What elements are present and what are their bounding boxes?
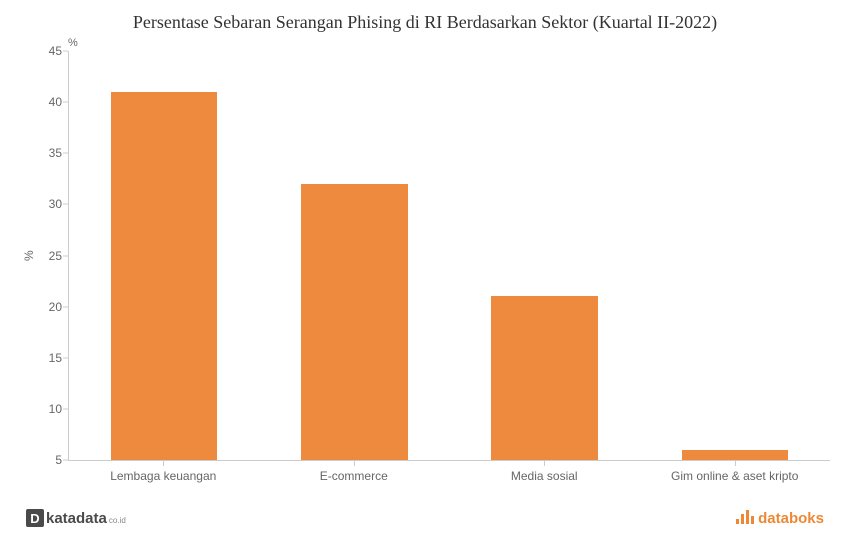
bar-slot — [640, 51, 830, 460]
y-unit-label: % — [68, 37, 830, 49]
x-tick-label: Lembaga keuangan — [68, 461, 259, 483]
y-tick-label: 35 — [49, 146, 62, 160]
footer: D katadata co.id databoks — [20, 509, 830, 527]
y-tick-label: 40 — [49, 95, 62, 109]
katadata-d-icon: D — [26, 509, 44, 527]
y-tick-label: 20 — [49, 300, 62, 314]
y-axis-label: % — [20, 51, 38, 460]
bar-slot — [259, 51, 449, 460]
y-tick-label: 30 — [49, 197, 62, 211]
y-tick-label: 25 — [49, 249, 62, 263]
databoks-bars-icon — [736, 510, 754, 526]
databoks-logo: databoks — [736, 510, 824, 527]
x-tick-label: Media sosial — [449, 461, 640, 483]
databoks-text: databoks — [758, 510, 824, 527]
y-tick-label: 5 — [55, 453, 62, 467]
katadata-logo: D katadata co.id — [26, 509, 126, 527]
bar — [491, 296, 598, 460]
x-tick-label: E-commerce — [259, 461, 450, 483]
y-axis: 51015202530354045 — [38, 51, 68, 460]
bar-slot — [450, 51, 640, 460]
katadata-text: katadata — [46, 510, 107, 527]
chart-container: Persentase Sebaran Serangan Phising di R… — [0, 0, 850, 545]
plot-area: % 51015202530354045 — [20, 51, 830, 460]
plot — [68, 51, 830, 460]
bar — [682, 450, 789, 460]
x-tick-label: Gim online & aset kripto — [640, 461, 831, 483]
x-axis: Lembaga keuanganE-commerceMedia sosialGi… — [68, 460, 830, 483]
katadata-suffix: co.id — [109, 516, 126, 525]
bar — [111, 92, 218, 460]
chart-title: Persentase Sebaran Serangan Phising di R… — [20, 12, 830, 33]
y-tick-label: 15 — [49, 351, 62, 365]
bar-slot — [69, 51, 259, 460]
y-tick-label: 45 — [49, 44, 62, 58]
y-tick-label: 10 — [49, 402, 62, 416]
bar — [301, 184, 408, 460]
bars-group — [69, 51, 830, 460]
